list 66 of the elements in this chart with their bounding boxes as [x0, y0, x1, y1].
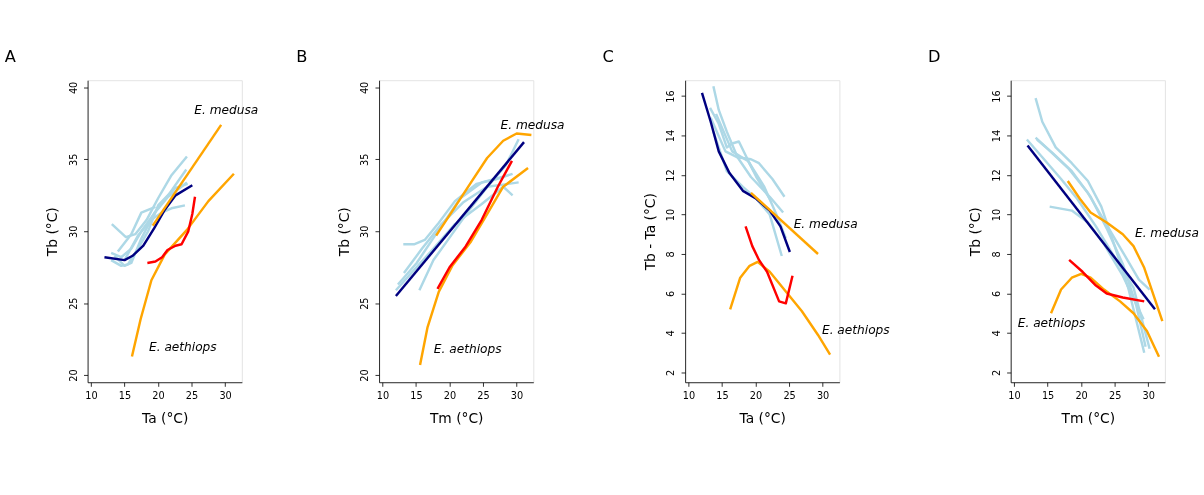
y-tick-label: 2 — [990, 369, 1002, 376]
annotation: E. medusa — [1134, 225, 1199, 240]
y-tick-label: 25 — [359, 297, 371, 310]
x-tick-label: 30 — [219, 389, 232, 401]
x-tick-label: 10 — [1008, 389, 1021, 401]
y-tick-label: 40 — [67, 81, 79, 95]
y-axis-title: Tb (°C) — [44, 207, 61, 258]
y-tick-label: 20 — [67, 369, 79, 382]
y-tick-label: 20 — [359, 369, 371, 382]
x-tick-label: 30 — [510, 389, 524, 401]
annotation: E. aethiops — [1017, 316, 1087, 331]
y-axis-title: Tb (°C) — [967, 207, 984, 258]
y-tick-label: 8 — [665, 251, 677, 258]
y-tick-label: 40 — [359, 81, 371, 95]
x-tick-label: 15 — [118, 389, 132, 401]
annotation: E. aethiops — [433, 341, 503, 356]
y-axis-title: Tb (°C) — [335, 207, 352, 258]
y-tick-label: 10 — [990, 208, 1002, 222]
annotation: E. aethiops — [149, 339, 218, 354]
chart-title: D — [927, 47, 941, 67]
x-axis-title: Tm (°C) — [1060, 409, 1116, 426]
x-tick-label: 30 — [816, 389, 830, 401]
x-tick-label: 15 — [410, 389, 423, 401]
y-tick-label: 30 — [359, 225, 371, 238]
annotation: E. medusa — [194, 103, 259, 118]
y-tick-label: 10 — [665, 208, 677, 222]
y-tick-label: 12 — [990, 169, 1002, 182]
x-tick-label: 25 — [185, 389, 199, 401]
annotation: E. aethiops — [821, 322, 891, 337]
y-tick-label: 14 — [665, 129, 677, 143]
x-axis-title: Tm (°C) — [428, 409, 484, 426]
y-tick-label: 4 — [990, 330, 1002, 337]
x-axis-title: Ta (°C) — [738, 409, 786, 426]
x-tick-label: 15 — [716, 389, 729, 401]
y-tick-label: 35 — [359, 153, 371, 167]
x-tick-label: 20 — [1075, 389, 1088, 401]
y-tick-label: 16 — [665, 90, 677, 103]
x-tick-label: 25 — [477, 389, 490, 401]
y-tick-label: 16 — [990, 90, 1002, 103]
x-tick-label: 20 — [152, 389, 165, 401]
y-tick-label: 2 — [665, 369, 677, 376]
y-tick-label: 30 — [67, 225, 79, 238]
x-tick-label: 10 — [376, 389, 390, 401]
x-tick-label: 20 — [443, 389, 457, 401]
y-tick-label: 4 — [665, 330, 677, 337]
x-tick-label: 10 — [85, 389, 98, 401]
chart-title: C — [602, 47, 614, 67]
y-tick-label: 12 — [665, 169, 677, 182]
annotation: E. medusa — [500, 118, 565, 133]
x-tick-label: 10 — [682, 389, 696, 401]
annotation: E. medusa — [793, 217, 858, 232]
x-tick-label: 30 — [1142, 389, 1155, 401]
y-tick-label: 6 — [665, 290, 677, 297]
x-tick-label: 15 — [1041, 389, 1055, 401]
y-tick-label: 14 — [990, 129, 1002, 143]
x-tick-label: 25 — [783, 389, 796, 401]
y-tick-label: 8 — [990, 251, 1002, 258]
y-axis-title: Tb - Ta (°C) — [641, 193, 658, 272]
chart-title: B — [296, 47, 308, 67]
x-tick-label: 25 — [1108, 389, 1122, 401]
y-tick-label: 35 — [67, 153, 79, 167]
y-tick-label: 6 — [990, 290, 1002, 297]
x-tick-label: 20 — [749, 389, 763, 401]
y-tick-label: 25 — [67, 297, 79, 310]
x-axis-title: Ta (°C) — [141, 409, 189, 426]
chart-title: A — [4, 47, 16, 67]
